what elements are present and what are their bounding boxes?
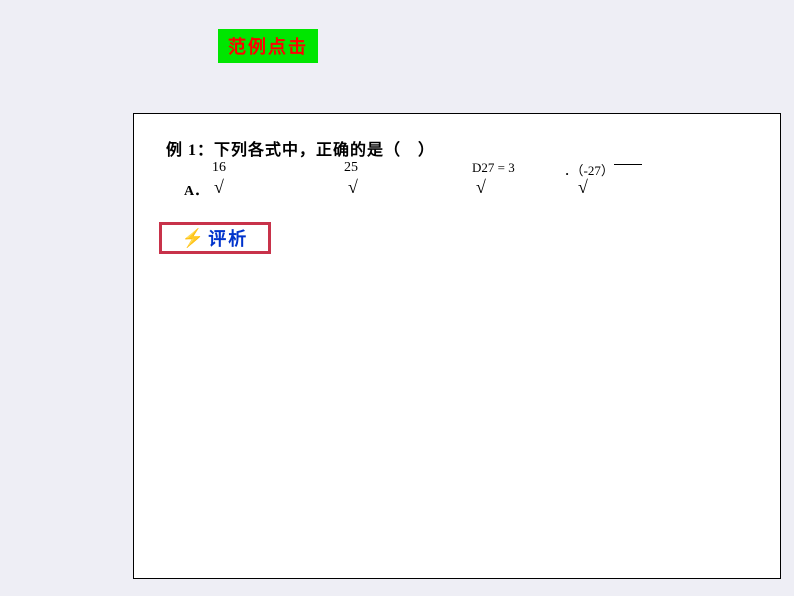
badge-text: 范例点击 — [228, 37, 308, 57]
question-text: 例 1：下列各式中，正确的是（ ） — [166, 136, 435, 160]
option-a-number: 16 — [212, 160, 226, 176]
option-b-number: 25 — [344, 160, 358, 176]
option-a-label: A． — [184, 180, 208, 200]
header-badge: 范例点击 — [218, 29, 318, 63]
analysis-content: ⚡ 评析 — [182, 225, 248, 251]
option-d-expr: ．（-27） — [564, 160, 614, 179]
sqrt-icon: √ — [578, 177, 588, 198]
analysis-button[interactable]: ⚡ 评析 — [159, 222, 271, 254]
sqrt-icon: √ — [476, 177, 486, 198]
overline — [614, 164, 642, 165]
content-box: 例 1：下列各式中，正确的是（ ） 16 A． √ 25 √ D27 = 3 √… — [133, 113, 781, 579]
analysis-text: 评析 — [208, 225, 248, 251]
options-row: 16 A． √ 25 √ D27 = 3 √ ．（-27） √ — [184, 160, 744, 210]
lightning-icon: ⚡ — [182, 228, 204, 249]
sqrt-icon: √ — [348, 177, 358, 198]
option-c-expr: D27 = 3 — [472, 160, 515, 176]
sqrt-icon: √ — [214, 177, 224, 198]
